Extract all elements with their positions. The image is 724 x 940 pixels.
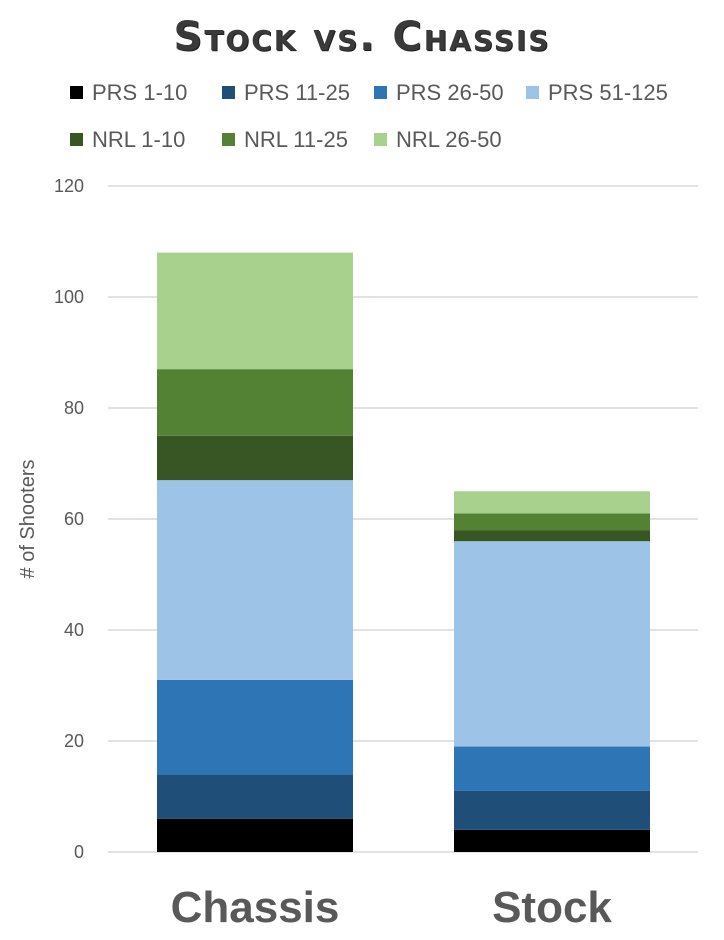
legend-item: NRL 1-10 [70,127,185,152]
legend-swatch [526,86,539,99]
chart-title: Stock vs. Chassis [173,14,551,60]
y-tick-label: 100 [54,287,84,307]
legend-item: PRS 26-50 [374,80,504,105]
legend-label: PRS 26-50 [396,80,504,105]
legend-swatch [222,86,235,99]
legend-item: NRL 26-50 [374,127,502,152]
legend-swatch [374,86,387,99]
bar-segment-stock-nrl-11-25 [454,513,650,531]
bar-segment-chassis-prs-11-25 [157,774,353,819]
bar-segment-stock-nrl-26-50 [454,491,650,514]
legend-label: NRL 11-25 [244,127,348,152]
bar-segment-chassis-nrl-26-50 [157,252,353,370]
legend-item: NRL 11-25 [222,127,348,152]
y-axis-tick-labels: 0 20 40 60 80 100 120 [54,176,84,862]
y-tick-label: 60 [64,509,84,529]
legend-swatch [374,133,387,146]
bar-segment-stock-nrl-1-10 [454,530,650,542]
legend-swatch [222,133,235,146]
legend-label: NRL 26-50 [396,127,502,152]
legend-swatch [70,133,83,146]
bar-segment-stock-prs-11-25 [454,790,650,830]
bars [157,252,650,852]
bar-segment-stock-prs-1-10 [454,829,650,852]
bar-segment-stock-prs-51-125 [454,541,650,747]
legend-label: PRS 11-25 [244,80,350,105]
legend-swatch [70,86,83,99]
y-tick-label: 40 [64,620,84,640]
legend-item: PRS 1-10 [70,80,187,105]
x-category-label: Stock [492,883,612,932]
bar-segment-chassis-prs-1-10 [157,818,353,852]
legend-label: PRS 51-125 [548,80,668,105]
legend-item: PRS 11-25 [222,80,350,105]
x-category-label: Chassis [171,883,340,932]
y-tick-label: 20 [64,731,84,751]
bar-segment-chassis-nrl-11-25 [157,369,353,436]
y-axis-title: # of Shooters [17,460,39,579]
x-axis-category-labels: Chassis Stock [171,883,613,932]
y-tick-label: 80 [64,398,84,418]
bar-segment-chassis-prs-51-125 [157,480,353,680]
bar-segment-chassis-prs-26-50 [157,679,353,775]
bar-segment-stock-prs-26-50 [454,746,650,791]
legend-label: PRS 1-10 [92,80,187,105]
legend-label: NRL 1-10 [92,127,185,152]
bar-segment-chassis-nrl-1-10 [157,435,353,481]
y-tick-label: 120 [54,176,84,196]
y-tick-label: 0 [74,842,84,862]
legend: PRS 1-10 PRS 11-25 PRS 26-50 PRS 51-125 NRL … [70,80,668,152]
legend-item: PRS 51-125 [526,80,668,105]
